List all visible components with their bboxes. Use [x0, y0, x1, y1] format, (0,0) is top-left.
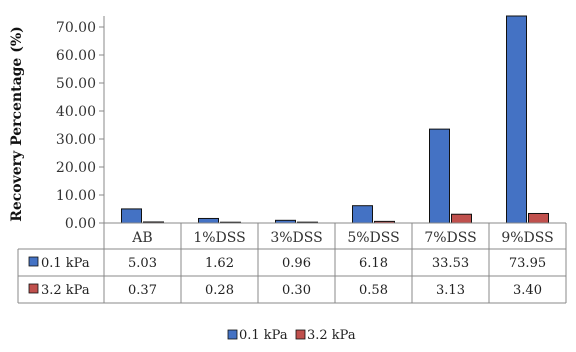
- category-label: 7%DSS: [424, 230, 476, 246]
- legend-swatch: [295, 329, 306, 340]
- bars-layer: [121, 15, 549, 224]
- y-tick-label: 0.00: [65, 216, 96, 232]
- data-table: AB 1%DSS 3%DSS 5%DSS 7%DSS 9%DSS 0.1 kPa 5.03 1.…: [17, 222, 567, 304]
- table-value-cell: 5.03: [128, 256, 157, 271]
- legend-entry: 3.2 kPa: [307, 328, 356, 343]
- legend-swatch: [227, 329, 238, 340]
- category-label: 3%DSS: [270, 230, 322, 246]
- bar-series-2-5: [528, 212, 549, 224]
- table-value-cell: 33.53: [432, 256, 469, 271]
- y-tick-label: 60.00: [56, 48, 96, 64]
- table-series-swatch: [28, 256, 39, 267]
- table-value-cell: 0.96: [282, 256, 311, 271]
- legend-entry: 0.1 kPa: [239, 328, 288, 343]
- category-label: 1%DSS: [193, 230, 245, 246]
- table-value-cell: 1.62: [205, 256, 234, 271]
- y-axis-label: Recovery Percentage (%): [9, 26, 25, 222]
- y-tick-label: 70.00: [56, 20, 96, 36]
- table-value-cell: 73.95: [509, 256, 546, 271]
- category-label: 9%DSS: [501, 230, 553, 246]
- bar-series-1-1: [198, 217, 219, 224]
- category-label: AB: [131, 230, 152, 246]
- table-value-cell: 6.18: [359, 256, 388, 271]
- y-tick-label: 20.00: [56, 160, 96, 176]
- bar-series-1-3: [352, 205, 373, 224]
- y-tick-label: 40.00: [56, 104, 96, 120]
- y-tick-label: 50.00: [56, 76, 96, 92]
- table-series-name: 0.1 kPa: [41, 256, 90, 271]
- bar-series-1-0: [121, 208, 142, 224]
- table-value-cell: 0.37: [128, 283, 157, 298]
- category-label: 5%DSS: [347, 230, 399, 246]
- bar-series-2-4: [451, 213, 472, 224]
- y-tick-label: 30.00: [56, 132, 96, 148]
- table-value-cell: 3.40: [513, 283, 542, 298]
- table-value-cell: 0.30: [282, 283, 311, 298]
- table-value-cell: 3.13: [436, 283, 465, 298]
- table-series-swatch: [28, 283, 39, 294]
- axis-layer: 0.00 10.00 20.00 30.00 40.00 50.00 60.00 70.00: [56, 16, 105, 232]
- legend: 0.1 kPa 3.2 kPa: [227, 328, 356, 343]
- bar-series-1-4: [429, 128, 450, 224]
- bar-series-1-5: [506, 15, 527, 224]
- table-value-cell: 0.28: [205, 283, 234, 298]
- y-tick-label: 10.00: [56, 188, 96, 204]
- table-series-name: 3.2 kPa: [41, 283, 90, 298]
- table-value-cell: 0.58: [359, 283, 388, 298]
